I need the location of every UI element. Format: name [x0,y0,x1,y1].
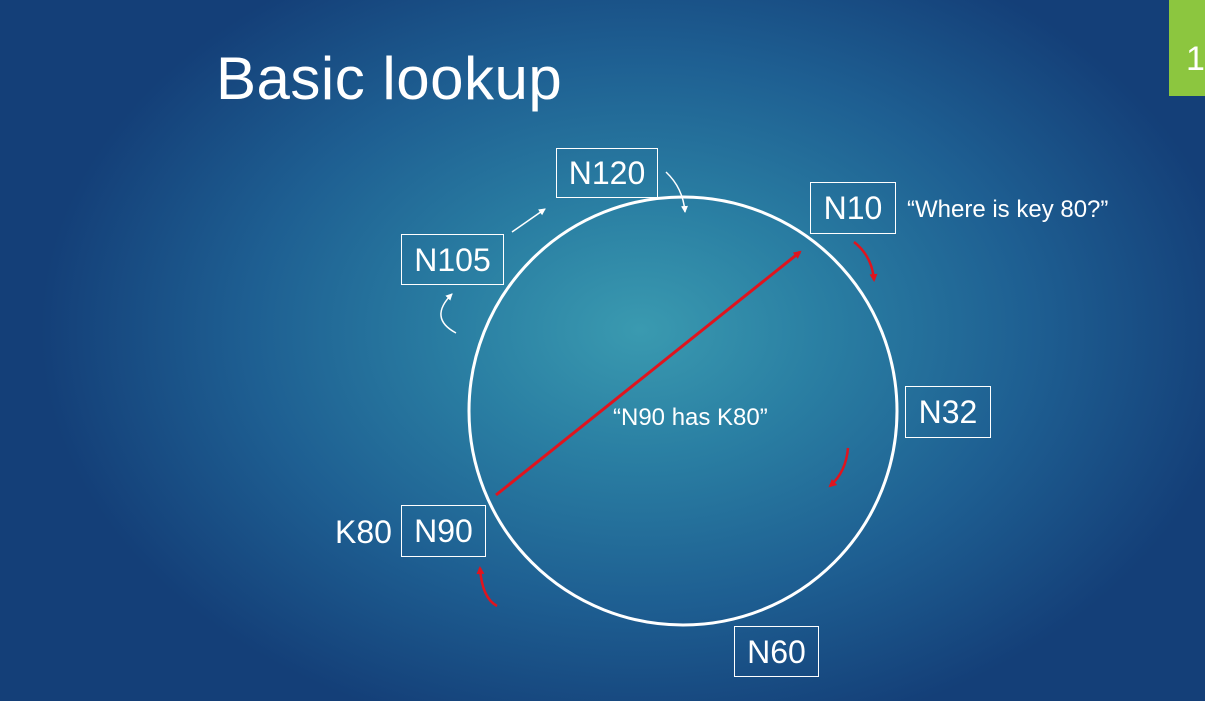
node-n60: N60 [734,626,819,677]
node-n120: N120 [556,148,658,198]
slide-number: 1 [1186,40,1205,78]
node-n105: N105 [401,234,504,285]
key-label-k80: K80 [335,514,392,550]
node-n32: N32 [905,386,991,438]
chord-ring [467,195,899,627]
white-arrow-n120-to-ring [665,171,688,213]
hop-arrow-n32 [828,447,850,488]
node-n10: N10 [810,182,896,234]
query-text: “Where is key 80?” [907,196,1109,223]
answer-text: “N90 has K80” [613,404,768,431]
white-arrow-n105-to-n120 [511,208,546,233]
white-arrow-n105-up [440,293,457,334]
lookup-arrow-n90-to-n10 [495,250,802,497]
slide-title: Basic lookup [216,45,563,112]
node-n90: N90 [401,505,486,557]
hop-arrow-n10 [853,241,878,282]
slide-number-tab [1169,0,1205,96]
hop-arrow-n90 [476,566,498,608]
